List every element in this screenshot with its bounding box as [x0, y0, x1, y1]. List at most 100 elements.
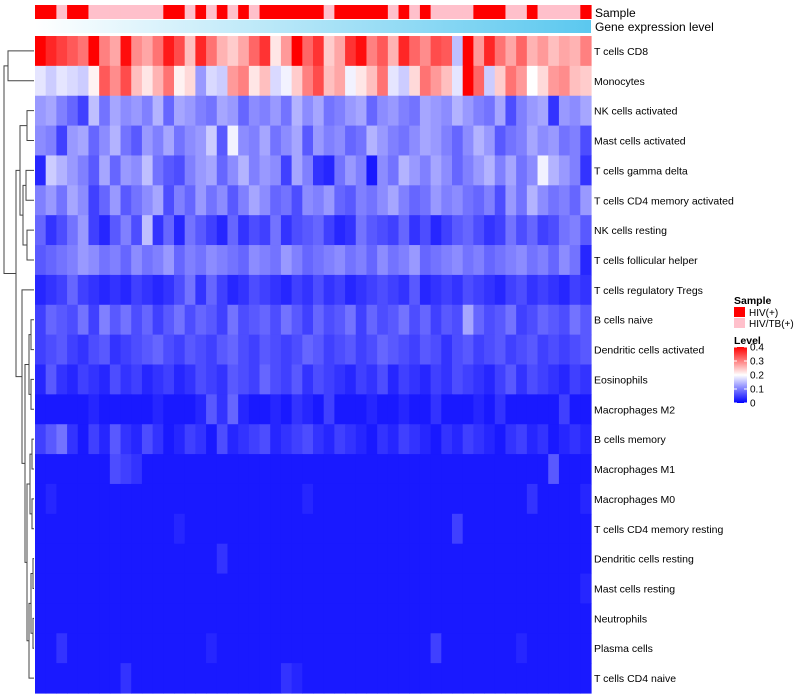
heatmap-cell — [558, 543, 571, 575]
heatmap-cell — [366, 304, 378, 336]
legend-label-hiv-tb: HIV/TB(+) — [749, 319, 794, 330]
heatmap-cell — [259, 36, 271, 67]
heatmap-cell — [569, 513, 581, 545]
heatmap-cell — [35, 663, 47, 694]
heatmap-cell — [280, 304, 293, 336]
heatmap-cell — [67, 155, 79, 186]
heatmap-cell — [494, 513, 507, 545]
heatmap-cell — [120, 155, 132, 186]
heatmap-cell — [238, 304, 250, 336]
heatmap-cell — [302, 513, 314, 545]
heatmap-cell — [174, 215, 186, 246]
sample-annotation-cell — [259, 5, 271, 19]
heatmap-cell — [270, 603, 282, 634]
heatmap-cell — [387, 454, 400, 485]
heatmap-cell — [473, 95, 485, 127]
heatmap-cell — [580, 185, 592, 216]
heatmap-cell — [259, 125, 271, 157]
heatmap-cell — [323, 334, 335, 366]
heatmap-cell — [109, 185, 122, 216]
heatmap-cell — [270, 65, 282, 97]
heatmap-cell — [280, 65, 293, 97]
heatmap-cell — [259, 663, 271, 694]
heatmap-cell — [248, 304, 261, 336]
heatmap-cell — [227, 125, 239, 157]
heatmap-cell — [313, 65, 325, 97]
legend-level-tick-label: 0.4 — [750, 343, 764, 354]
heatmap-cell — [516, 663, 528, 694]
heatmap-cell — [163, 394, 175, 425]
sample-annotation-cell — [334, 5, 346, 19]
heatmap-cell — [152, 274, 164, 306]
heatmap-cell — [323, 454, 335, 485]
heatmap-cell — [441, 513, 453, 545]
heatmap-cell — [152, 663, 164, 694]
heatmap-cell — [462, 454, 474, 485]
heatmap-cell — [184, 215, 196, 246]
heatmap-cell — [387, 513, 400, 545]
heatmap-cell — [259, 603, 271, 634]
sample-annotation-cell — [227, 5, 239, 19]
heatmap-cell — [484, 95, 496, 127]
heatmap-cell — [505, 483, 517, 515]
heatmap-cell — [494, 245, 507, 276]
heatmap-cell — [227, 364, 239, 395]
heatmap-cell — [409, 633, 421, 664]
heatmap-cell — [302, 334, 314, 366]
heatmap-cell — [99, 424, 111, 455]
heatmap-cell — [131, 633, 143, 664]
heatmap-cell — [195, 663, 207, 694]
heatmap-cell — [462, 394, 474, 425]
heatmap-cell — [184, 483, 196, 515]
heatmap-cell — [131, 543, 143, 575]
legend-swatch-hiv — [734, 307, 745, 317]
heatmap-cell — [430, 633, 442, 664]
heatmap-cell — [131, 663, 143, 694]
heatmap-cell — [580, 125, 592, 157]
sample-annotation-cell — [355, 5, 368, 19]
heatmap-cell — [248, 513, 261, 545]
heatmap-cell — [398, 304, 410, 336]
heatmap-cell — [291, 483, 303, 515]
heatmap-cell — [313, 483, 325, 515]
heatmap-cell — [216, 364, 229, 395]
heatmap-cell — [56, 155, 68, 186]
heatmap-cell — [558, 215, 571, 246]
sample-annotation-cell — [430, 5, 442, 19]
heatmap-cell — [141, 573, 154, 605]
heatmap-cell — [216, 36, 229, 67]
heatmap-cell — [441, 394, 453, 425]
heatmap-cell — [484, 543, 496, 575]
heatmap-cell — [548, 155, 560, 186]
heatmap-cell — [45, 155, 57, 186]
heatmap-cell — [526, 95, 539, 127]
heatmap-cell — [526, 513, 539, 545]
heatmap-cell — [56, 215, 68, 246]
heatmap-cell — [238, 454, 250, 485]
heatmap-cell — [355, 364, 368, 395]
heatmap-cell — [441, 364, 453, 395]
heatmap-cell — [580, 633, 592, 664]
heatmap-cell — [216, 245, 229, 276]
row-label: T cells follicular helper — [594, 255, 698, 267]
heatmap-cell — [216, 304, 229, 336]
heatmap-cell — [441, 274, 453, 306]
heatmap-cell — [419, 573, 432, 605]
heatmap-cell — [345, 364, 357, 395]
heatmap-cell — [302, 603, 314, 634]
heatmap-cell — [77, 424, 90, 455]
heatmap-cell — [227, 304, 239, 336]
heatmap-cell — [77, 65, 90, 97]
heatmap-cell — [184, 65, 196, 97]
heatmap-cell — [516, 513, 528, 545]
heatmap-cell — [152, 543, 164, 575]
heatmap-cell — [280, 155, 293, 186]
heatmap-cell — [537, 454, 549, 485]
heatmap-cell — [259, 454, 271, 485]
heatmap-cell — [248, 543, 261, 575]
heatmap-cell — [430, 394, 442, 425]
heatmap-cell — [56, 185, 68, 216]
heatmap-cell — [141, 334, 154, 366]
heatmap-cell — [537, 633, 549, 664]
dendrogram-branch — [32, 617, 34, 649]
